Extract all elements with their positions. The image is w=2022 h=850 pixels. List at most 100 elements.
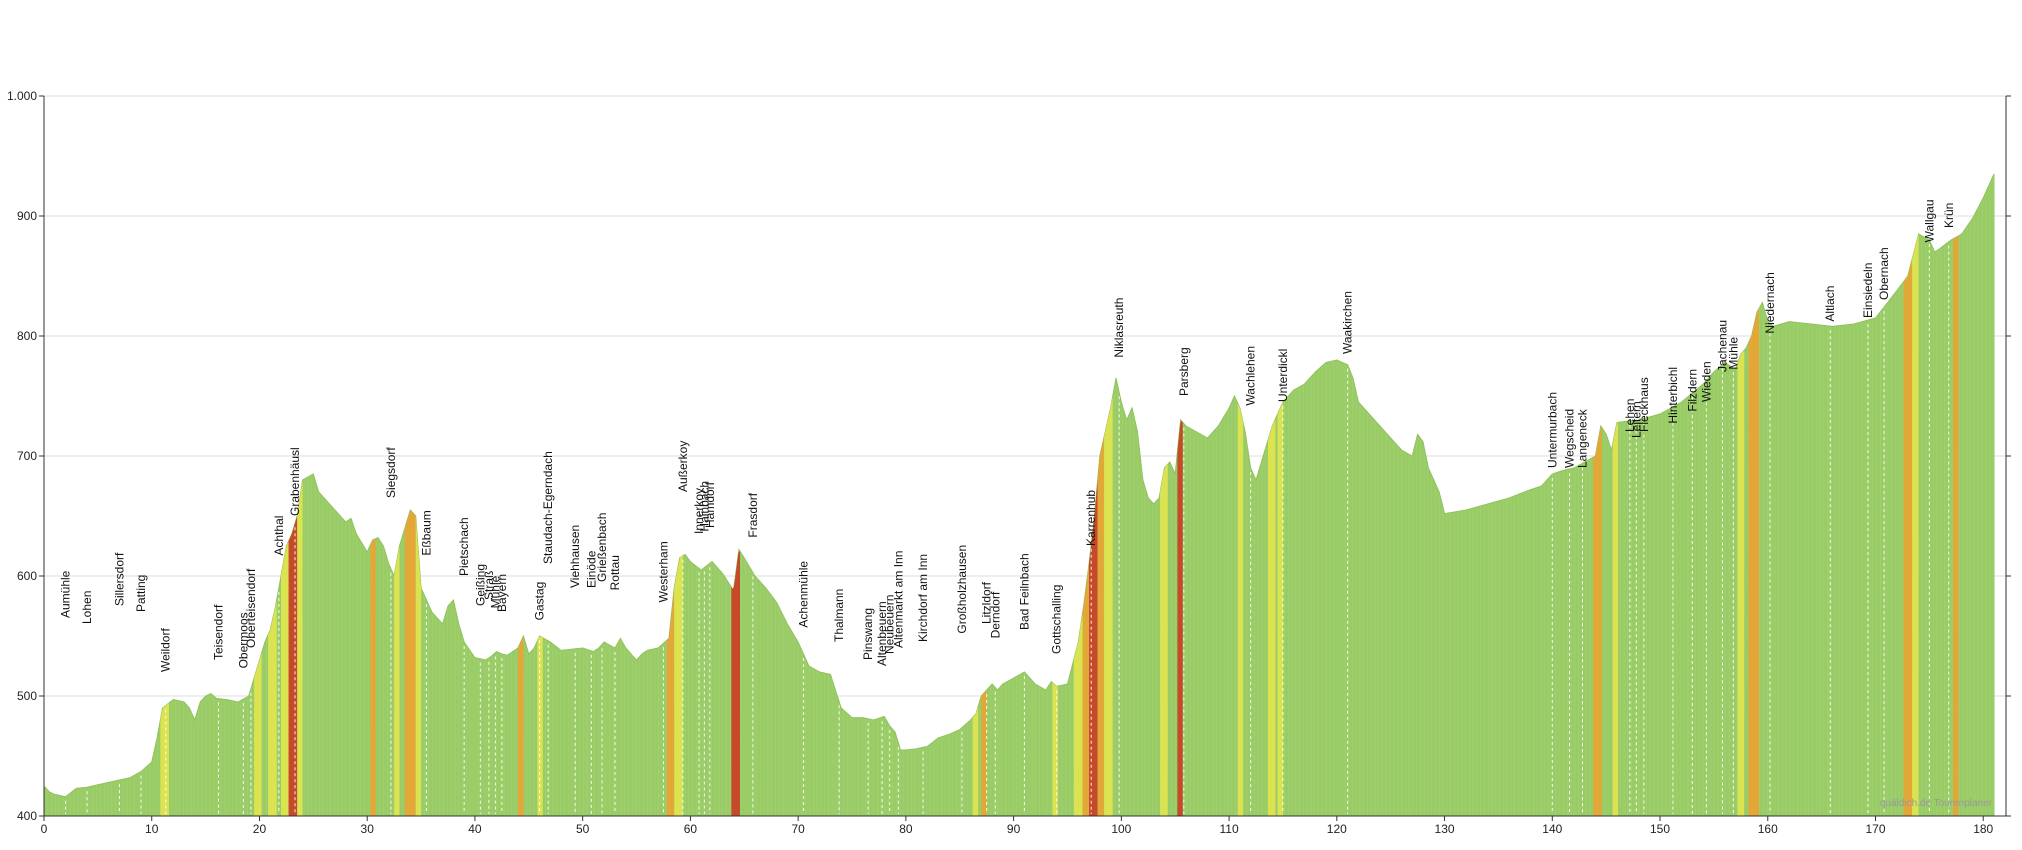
steep-segment-32	[1903, 259, 1913, 816]
steep-segment-14	[731, 551, 740, 816]
credit-text: quäldich.de Tourenplaner	[1880, 798, 1993, 809]
steep-segment-7	[394, 546, 400, 816]
x-tick-label-18: 180	[1973, 822, 1993, 836]
place-label-37: Litzldorf	[980, 581, 994, 624]
place-label-61: Obernach	[1877, 247, 1891, 300]
place-label-33: Neubeuern	[883, 595, 897, 654]
x-axis-ticks: 0 10 20 30 40 50 60 70 80 90 100 110 120 130 140 150 160…	[41, 816, 1994, 836]
y-tick-label-0: 400	[17, 809, 37, 823]
place-label-59: Altlach	[1823, 286, 1837, 322]
place-label-31: Pinswang	[861, 608, 875, 660]
place-label-42: Niklasreuth	[1112, 298, 1126, 358]
place-label-45: Unterdickl	[1276, 349, 1290, 402]
x-tick-label-11: 110	[1220, 822, 1239, 836]
place-label-20: Einöde	[584, 550, 598, 588]
place-label-7: Obermoos	[236, 612, 250, 668]
place-labels: Aumühle Lohen Sillersdorf Patting Weildorf Te…	[59, 199, 1956, 672]
steep-segment-4	[288, 516, 298, 816]
steep-segment-8	[404, 510, 416, 816]
place-label-24: Außerkoy	[676, 441, 690, 492]
steep-segment-2	[268, 600, 277, 816]
x-tick-label-1: 10	[145, 822, 159, 836]
steep-segment-26	[1267, 418, 1276, 816]
place-label-22: Rottau	[608, 555, 622, 590]
steep-segment-22	[1104, 396, 1113, 816]
y-tick-label-6: 1.000	[7, 89, 37, 103]
place-label-16: Bayern	[495, 574, 509, 612]
place-label-36: Großholzhausen	[955, 545, 969, 634]
elevation-fill	[43, 173, 1995, 817]
x-tick-label-15: 150	[1650, 822, 1670, 836]
x-tick-label-9: 90	[1007, 822, 1021, 836]
steep-segment-18	[1073, 613, 1083, 816]
place-label-50: Lehen	[1623, 399, 1637, 432]
steep-segment-20	[1089, 480, 1098, 816]
x-tick-label-10: 100	[1111, 822, 1131, 836]
steep-segment-27	[1277, 402, 1283, 816]
steep-segment-25	[1237, 403, 1244, 816]
place-label-21: Grießenbach	[595, 513, 609, 582]
place-label-41: Karrenhub	[1084, 490, 1098, 546]
place-label-10: Siegsdorf	[384, 447, 398, 498]
steep-segment-15	[972, 706, 979, 816]
steep-segment-13	[674, 555, 683, 816]
y-axis-ticks: 400 500 600 700 800 900 1.000	[7, 89, 2011, 823]
place-label-14: Straß	[482, 571, 496, 600]
place-label-52: Fleckhaus	[1637, 377, 1651, 432]
y-tick-label-2: 600	[17, 569, 37, 583]
steep-segment-9	[415, 516, 422, 816]
place-label-5: Teisendorf	[212, 604, 226, 660]
place-label-28: Frasdorf	[746, 492, 760, 537]
y-tick-label-5: 900	[17, 209, 37, 223]
place-label-55: Wieden	[1699, 361, 1713, 402]
x-tick-label-6: 60	[684, 822, 698, 836]
place-label-3: Patting	[134, 575, 148, 612]
x-tick-label-17: 170	[1865, 822, 1885, 836]
place-label-35: Kirchdorf am Inn	[916, 554, 930, 642]
place-label-2: Sillersdorf	[112, 552, 126, 606]
steep-segment-19	[1082, 564, 1090, 816]
steep-segment-24	[1177, 420, 1183, 816]
place-label-23: Westerham	[657, 541, 671, 602]
x-tick-label-16: 160	[1758, 822, 1778, 836]
place-label-62: Wallgau	[1922, 199, 1936, 242]
place-label-63: Krün	[1942, 203, 1956, 228]
steep-segment-23	[1160, 464, 1168, 816]
steep-segment-3	[281, 541, 289, 816]
steep-segment-12	[666, 588, 675, 816]
place-label-27: Hamdorf	[703, 481, 717, 528]
x-tick-label-4: 40	[468, 822, 482, 836]
x-tick-label-2: 20	[253, 822, 267, 836]
steep-segment-28	[1593, 427, 1602, 816]
steep-segment-30	[1737, 350, 1745, 816]
place-marker-lines	[65, 244, 1950, 814]
place-label-13: Geißing	[473, 564, 487, 606]
place-label-47: Untermurbach	[1545, 392, 1559, 468]
y-tick-label-4: 800	[17, 329, 37, 343]
place-label-49: Langeneck	[1576, 408, 1590, 468]
place-label-12: Pietschach	[457, 517, 471, 576]
place-label-57: Mühle	[1726, 337, 1740, 370]
place-label-6: Oberteisendorf	[244, 568, 258, 648]
place-label-34: Altenmarkt am Inn	[891, 551, 905, 648]
place-label-38: Derndorf	[988, 591, 1002, 638]
place-label-30: Thalmann	[832, 589, 846, 642]
place-label-51: Leitern	[1629, 401, 1643, 438]
steep-segment-34	[1953, 235, 1959, 817]
place-label-44: Wachlehen	[1244, 346, 1258, 406]
place-label-15: Mühle	[488, 575, 502, 608]
place-label-60: Einsiedeln	[1861, 263, 1875, 318]
place-label-53: Hinterbichl	[1666, 367, 1680, 424]
place-label-4: Weildorf	[159, 628, 173, 672]
place-label-19: Viehhausen	[568, 525, 582, 588]
place-label-58: Niedernach	[1763, 272, 1777, 333]
steep-segment-6	[370, 538, 376, 816]
x-tick-label-13: 130	[1435, 822, 1455, 836]
steep-segment-10	[518, 636, 524, 816]
steep-segment-21	[1097, 436, 1105, 816]
place-label-40: Gottschalling	[1050, 585, 1064, 654]
y-tick-label-3: 700	[17, 449, 37, 463]
steep-segment-5	[297, 480, 303, 816]
place-label-48: Wegscheid	[1563, 409, 1577, 468]
